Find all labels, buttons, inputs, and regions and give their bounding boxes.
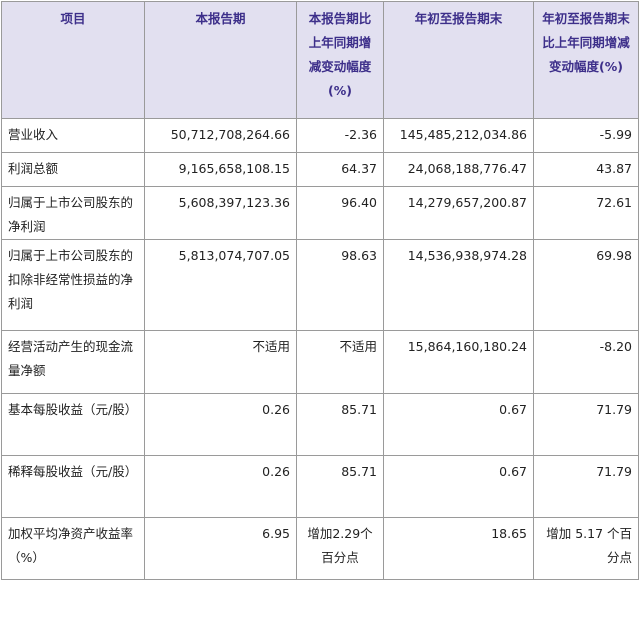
current-change-value: 96.40 [296, 186, 384, 240]
row-label: 加权平均净资产收益率（%） [1, 517, 145, 580]
ytd-change-value: 43.87 [533, 152, 639, 187]
ytd-value: 0.67 [383, 455, 534, 518]
table-row: 营业收入 50,712,708,264.66 -2.36 145,485,212… [1, 118, 639, 153]
current-value: 6.95 [144, 517, 297, 580]
row-label: 利润总额 [1, 152, 145, 187]
header-current-period: 本报告期 [144, 1, 297, 119]
ytd-value: 0.67 [383, 393, 534, 456]
current-change-value: -2.36 [296, 118, 384, 153]
ytd-value: 14,536,938,974.28 [383, 239, 534, 331]
header-ytd: 年初至报告期末 [383, 1, 534, 119]
row-label: 基本每股收益（元/股） [1, 393, 145, 456]
ytd-change-value: -8.20 [533, 330, 639, 394]
header-row: 项目 本报告期 本报告期比上年同期增减变动幅度(%) 年初至报告期末 年初至报告… [1, 1, 639, 119]
table-row: 加权平均净资产收益率（%） 6.95 增加2.29个百分点 18.65 增加 5… [1, 517, 639, 580]
row-label: 归属于上市公司股东的扣除非经常性损益的净利润 [1, 239, 145, 331]
row-label: 稀释每股收益（元/股） [1, 455, 145, 518]
table-row: 稀释每股收益（元/股） 0.26 85.71 0.67 71.79 [1, 455, 639, 518]
current-value: 5,608,397,123.36 [144, 186, 297, 240]
ytd-value: 15,864,160,180.24 [383, 330, 534, 394]
ytd-change-value: 69.98 [533, 239, 639, 331]
table-row: 归属于上市公司股东的扣除非经常性损益的净利润 5,813,074,707.05 … [1, 239, 639, 331]
table-row: 基本每股收益（元/股） 0.26 85.71 0.67 71.79 [1, 393, 639, 456]
ytd-value: 145,485,212,034.86 [383, 118, 534, 153]
current-value: 不适用 [144, 330, 297, 394]
current-value: 0.26 [144, 393, 297, 456]
ytd-change-value: 71.79 [533, 455, 639, 518]
current-change-value: 64.37 [296, 152, 384, 187]
current-change-value: 85.71 [296, 393, 384, 456]
current-value: 5,813,074,707.05 [144, 239, 297, 331]
ytd-value: 24,068,188,776.47 [383, 152, 534, 187]
current-value: 50,712,708,264.66 [144, 118, 297, 153]
ytd-value: 14,279,657,200.87 [383, 186, 534, 240]
row-label: 经营活动产生的现金流量净额 [1, 330, 145, 394]
current-change-value: 增加2.29个百分点 [296, 517, 384, 580]
row-label: 归属于上市公司股东的净利润 [1, 186, 145, 240]
table-row: 经营活动产生的现金流量净额 不适用 不适用 15,864,160,180.24 … [1, 330, 639, 394]
ytd-value: 18.65 [383, 517, 534, 580]
header-ytd-change: 年初至报告期末比上年同期增减变动幅度(%) [533, 1, 639, 119]
current-change-value: 98.63 [296, 239, 384, 331]
current-change-value: 不适用 [296, 330, 384, 394]
current-change-value: 85.71 [296, 455, 384, 518]
current-value: 0.26 [144, 455, 297, 518]
current-value: 9,165,658,108.15 [144, 152, 297, 187]
ytd-change-value: -5.99 [533, 118, 639, 153]
ytd-change-value: 71.79 [533, 393, 639, 456]
header-current-change: 本报告期比上年同期增减变动幅度(%) [296, 1, 384, 119]
table-row: 利润总额 9,165,658,108.15 64.37 24,068,188,7… [1, 152, 639, 187]
ytd-change-value: 增加 5.17 个百分点 [533, 517, 639, 580]
row-label: 营业收入 [1, 118, 145, 153]
table-row: 归属于上市公司股东的净利润 5,608,397,123.36 96.40 14,… [1, 186, 639, 240]
header-item: 项目 [1, 1, 145, 119]
ytd-change-value: 72.61 [533, 186, 639, 240]
financial-data-table: 项目 本报告期 本报告期比上年同期增减变动幅度(%) 年初至报告期末 年初至报告… [1, 1, 639, 580]
